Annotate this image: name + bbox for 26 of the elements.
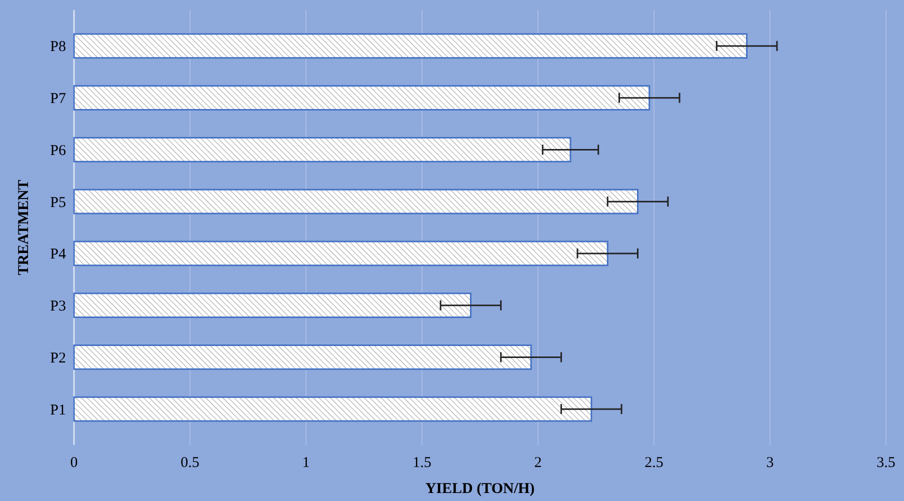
bar xyxy=(73,344,532,370)
y-tick-label: P5 xyxy=(50,194,66,211)
y-tick-label: P3 xyxy=(50,298,66,315)
x-tick-label: 2 xyxy=(534,455,542,471)
x-tick-label: 3.5 xyxy=(876,455,896,471)
y-tick-label: P8 xyxy=(50,39,66,56)
bar xyxy=(73,240,608,266)
x-tick-label: 1 xyxy=(302,455,310,471)
y-tick-label: P2 xyxy=(50,350,66,366)
x-tick-label: 1.5 xyxy=(412,455,432,471)
x-axis-title: YIELD (TON/H) xyxy=(425,481,535,497)
bar xyxy=(73,33,748,59)
x-tick-label: 2.5 xyxy=(644,455,664,471)
x-tick-label: 0 xyxy=(70,455,78,471)
bar xyxy=(73,85,650,110)
y-tick-label: P6 xyxy=(50,142,66,159)
y-tick-label: P7 xyxy=(50,91,66,108)
bar xyxy=(73,188,639,214)
bar xyxy=(73,292,472,318)
bar xyxy=(73,137,572,162)
y-tick-label: P1 xyxy=(50,402,66,418)
x-tick-label: 3 xyxy=(766,455,774,471)
bar xyxy=(73,396,592,422)
y-tick-label: P4 xyxy=(50,246,66,263)
y-axis-title: TREATMENT xyxy=(16,180,32,276)
x-tick-label: 0.5 xyxy=(180,455,200,471)
